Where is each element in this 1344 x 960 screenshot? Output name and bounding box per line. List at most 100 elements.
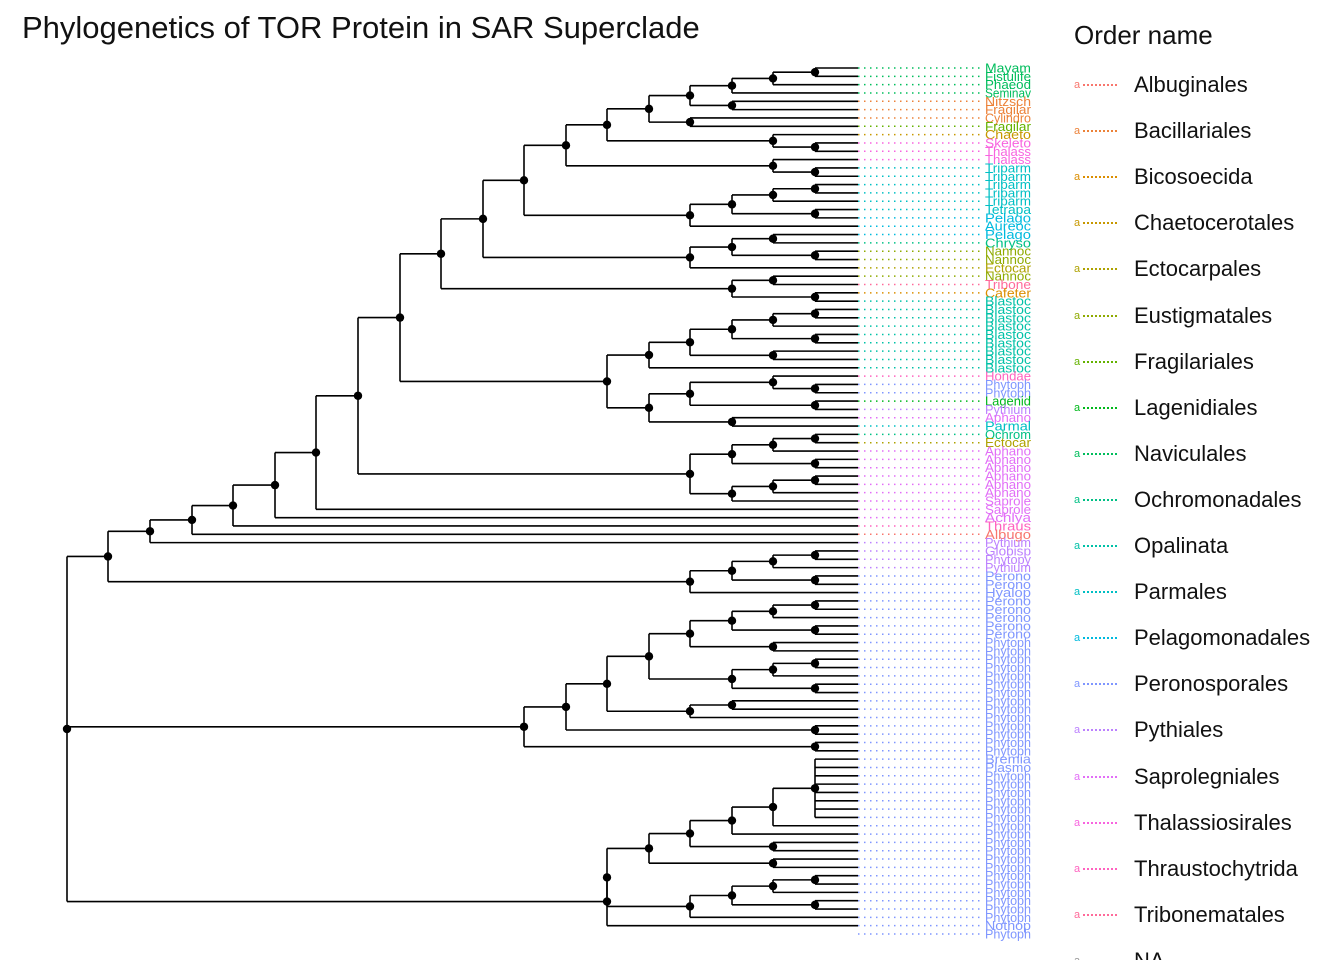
legend-key-glyph: a [1074,586,1081,599]
node-marker [602,120,612,130]
node-marker [768,642,778,651]
tip-label: Blastoc [985,320,1031,334]
node-marker [810,434,820,443]
legend-item: a NA [1074,938,1165,960]
tip-label: Fistulife [985,70,1031,84]
chart-title: Phylogenetics of TOR Protein in SAR Supe… [22,10,700,45]
tip-label: Nannoc [985,245,1031,259]
tip-label: Phytoph [985,844,1031,858]
node-marker [685,253,695,262]
node-marker [810,575,820,585]
node-marker [810,251,820,260]
legend-key-dots [1083,268,1118,271]
tip-label: Plasmo [985,761,1031,775]
tip-label: Phytoph [985,669,1031,683]
tip-label: Phytoph [985,794,1031,808]
tip-label: Chaeto [985,128,1031,142]
node-marker [810,384,820,393]
node-marker [311,448,321,457]
tip-label: Globisp [985,544,1031,558]
tip-label: Thalass [985,145,1031,159]
tip-label: Aureoc [985,220,1031,234]
legend-item: a Thalassiosirales [1074,800,1292,846]
tip-label: Phytoph [985,769,1031,783]
tip-label: Perono [985,619,1031,633]
tip-label: Blastoc [985,295,1031,309]
legend-label: Saprolegniales [1134,763,1280,789]
legend-key-dots [1083,545,1118,547]
legend-key-glyph: a [1074,171,1081,184]
tip-label: Perono [985,569,1031,583]
legend-key-icon: a [1074,859,1134,879]
tip-connector-lines [858,67,983,935]
legend-key-glyph: a [1074,955,1080,960]
node-marker [685,629,695,638]
tip-label: Pythium [985,536,1031,550]
tip-label: Phytoph [985,728,1031,742]
node-marker [810,900,820,910]
node-marker [810,475,820,485]
tip-label: Aphano [985,411,1031,425]
legend-label: Fragilariales [1134,348,1254,374]
legend-item: a Tribonematales [1074,892,1285,938]
legend-key-dots [1083,729,1118,732]
node-marker [810,209,820,218]
node-marker [768,881,778,891]
tip-label: Saprole [985,503,1031,517]
tip-label: Phytoph [985,744,1031,758]
node-marker [727,674,737,684]
node-marker [768,440,778,449]
legend-title: Order name [1074,20,1213,50]
node-marker [519,722,529,731]
legend-key-icon: a [1074,674,1134,694]
legend-item: a Eustigmatales [1074,293,1272,339]
legend-item: a Albuginales [1074,62,1248,108]
legend-label: Lagenidiales [1134,394,1258,420]
node-marker [644,652,654,661]
legend-key-glyph: a [1074,678,1081,691]
tip-label: Phytoph [985,711,1031,725]
tip-label: Perono [985,628,1031,642]
tip-label: Pelago [985,211,1031,225]
legend-key-dots [1083,591,1118,594]
tip-label: Nannoc [985,253,1031,267]
node-marker [727,891,737,900]
legend-key-glyph: a [1074,493,1081,506]
tree-node-markers [62,67,820,911]
node-marker [727,242,737,252]
node-marker [810,875,820,885]
node-marker [810,184,820,193]
legend-item: a Thraustochytrida [1074,846,1298,892]
legend-key-dots [1083,637,1118,640]
legend-item: a Ochromonadales [1074,477,1302,523]
legend-key-dots [1083,314,1118,317]
tip-label: Aphano [985,445,1031,459]
node-marker [644,104,654,114]
tip-label: Pelago [985,228,1031,242]
legend-key-glyph: a [1074,724,1081,737]
legend-label: Thraustochytrida [1134,855,1298,881]
node-marker [727,284,737,293]
legend-item: a Bacillariales [1074,108,1251,154]
node-marker [561,141,571,150]
tip-label: Phytopy [985,553,1032,567]
legend-label: Ochromonadales [1134,486,1302,512]
legend-key-dots [1083,84,1118,86]
legend-item: a Ectocarpales [1074,246,1261,292]
legend-key-icon: a [1074,444,1134,464]
tip-label: Phytoph [985,911,1031,925]
node-marker [810,401,820,410]
tip-label: Ochrom [985,428,1031,442]
node-marker [768,234,778,243]
node-marker [685,577,695,586]
legend-key-dots [1083,913,1118,916]
legend-key-icon: a [1074,628,1134,648]
tip-label: Bremia [985,753,1031,767]
tip-label: Chryso [985,236,1031,250]
legend-key-icon: a [1074,951,1134,960]
tip-label: Phytoph [985,719,1031,733]
legend-item: a Saprolegniales [1074,754,1280,800]
legend-key-glyph: a [1074,309,1081,322]
tip-label: Phytoph [985,869,1031,883]
node-marker [727,566,737,575]
